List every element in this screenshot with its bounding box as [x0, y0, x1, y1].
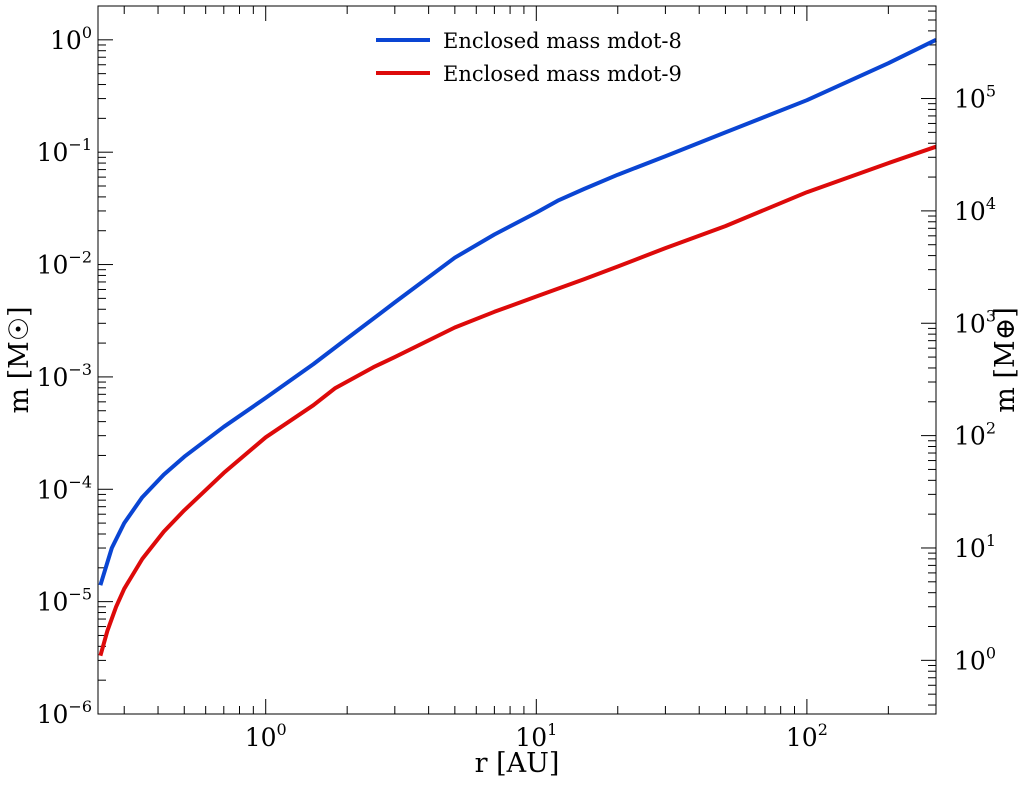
plot-frame	[97, 5, 937, 715]
y-tick-label: 10−6	[37, 697, 92, 729]
y-tick-label: 10−2	[37, 248, 92, 280]
x-tick-label: 102	[786, 720, 828, 752]
x-tick-label: 101	[515, 720, 557, 752]
y-right-tick-label: 102	[954, 419, 996, 451]
minor-ticks	[98, 5, 937, 714]
y-tick-label: 10−5	[37, 585, 92, 617]
y-right-tick-label: 103	[954, 306, 996, 338]
y-tick-label: 10−3	[37, 360, 92, 392]
x-tick-label: 100	[245, 720, 287, 752]
y-right-tick-label: 104	[954, 194, 996, 226]
y-tick-label: 10−1	[37, 135, 92, 167]
series-line-1	[98, 38, 937, 586]
legend-label-2: Enclosed mass mdot-9	[443, 62, 682, 86]
y-right-tick-label: 100	[954, 643, 996, 675]
y-axis-label: m [M☉]	[4, 306, 35, 413]
y-right-tick-label: 101	[954, 531, 996, 563]
series-layer	[98, 38, 937, 657]
y-right-tick-label: 105	[954, 82, 996, 114]
y-axis-right-label: m [M⊕]	[990, 307, 1021, 413]
y-tick-label: 10−4	[37, 472, 92, 504]
major-ticks	[98, 6, 936, 715]
tick-labels: 100 101 102 10−6 10−5 10−4 10−3 10−2 10−1 100 100 1…	[37, 23, 996, 752]
x-axis-label: r [AU]	[475, 748, 560, 779]
series-line-2	[98, 144, 937, 657]
legend-label-1: Enclosed mass mdot-8	[443, 29, 682, 53]
y-tick-label: 100	[50, 23, 92, 55]
legend: Enclosed mass mdot-8 Enclosed mass mdot-9	[376, 29, 682, 86]
